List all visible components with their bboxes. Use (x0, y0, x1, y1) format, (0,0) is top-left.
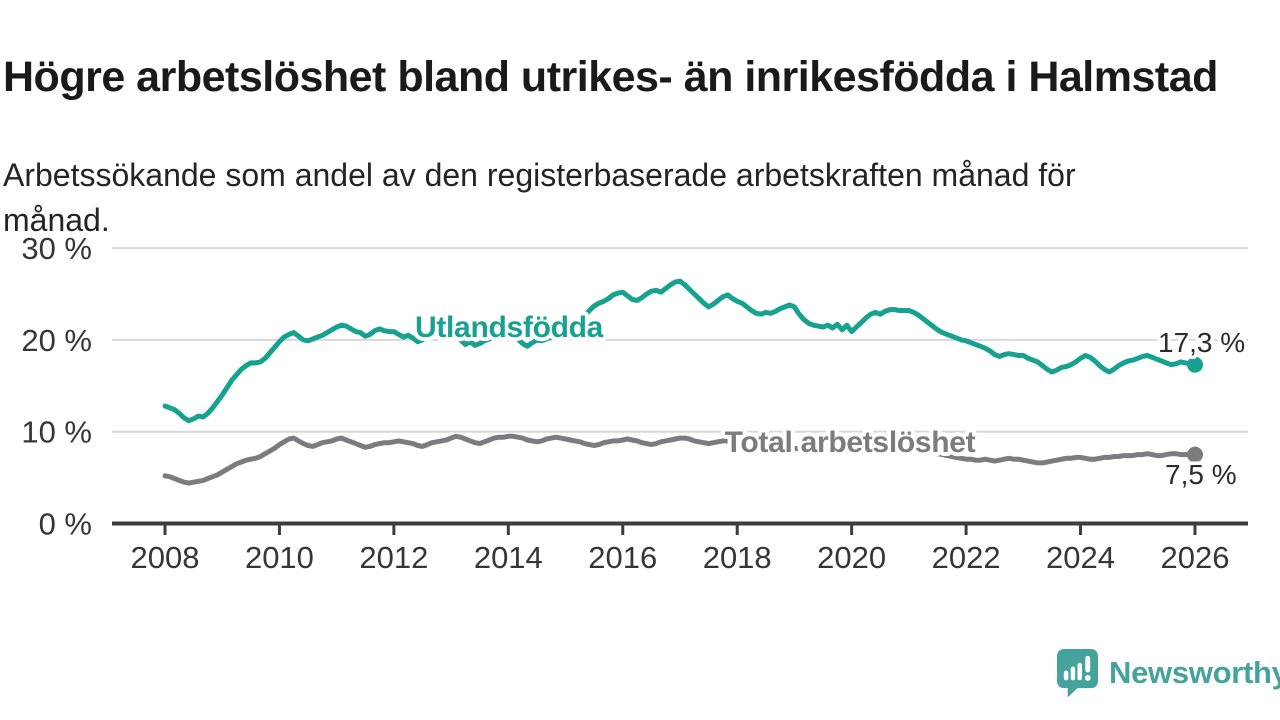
x-axis-tick-label: 2008 (131, 540, 200, 575)
y-axis-tick-label: 0 % (39, 507, 92, 542)
x-axis-tick-label: 2014 (474, 540, 543, 575)
series-end-dot-total (1187, 446, 1203, 463)
newsworthy-wordmark: Newsworthy (1109, 655, 1280, 690)
y-axis-tick-label: 10 % (21, 415, 92, 450)
x-axis-tick-label: 2020 (817, 540, 886, 575)
chart-subtitle: Arbetssökande som andel av den registerb… (3, 157, 1076, 238)
series-line-total (162, 433, 1198, 486)
y-axis-tick-label: 20 % (21, 323, 92, 358)
newsworthy-logo-icon (1056, 649, 1099, 698)
chart-title: Högre arbetslöshet bland utrikes- än inr… (3, 52, 1218, 101)
newsworthy-logo: Newsworthy (1056, 648, 1280, 698)
series-end-dot-foreign (1187, 356, 1203, 373)
series-end-value-foreign: 17,3 % (1158, 327, 1245, 358)
x-axis-tick-label: 2024 (1046, 540, 1115, 575)
y-axis-tick-label: 30 % (21, 231, 92, 266)
x-axis-tick-label: 2010 (245, 540, 314, 575)
series-label-foreign: Utlandsfödda (415, 311, 604, 344)
x-axis-tick-label: 2016 (588, 540, 657, 575)
x-axis-tick-label: 2012 (359, 540, 428, 575)
x-axis-tick-label: 2022 (932, 540, 1001, 575)
x-axis-tick-label: 2026 (1160, 540, 1229, 575)
series-label-total: Total arbetslöshet (725, 426, 976, 459)
series-line-foreign (162, 278, 1198, 424)
series-end-value-total: 7,5 % (1165, 459, 1237, 490)
x-axis-tick-label: 2018 (703, 540, 772, 575)
